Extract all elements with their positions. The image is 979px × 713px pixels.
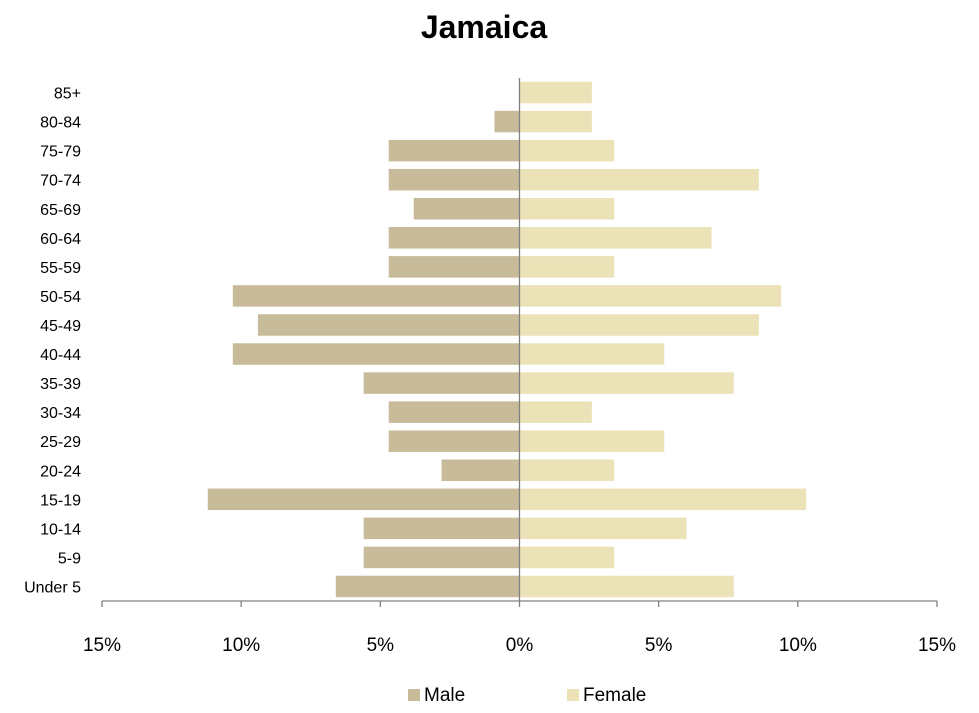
bar-female-85plus — [519, 81, 592, 104]
x-tick-label: 5% — [367, 635, 395, 656]
x-tick-label: 10% — [779, 635, 817, 656]
category-label: 5-9 — [58, 550, 81, 567]
category-label: 65-69 — [40, 202, 81, 219]
category-label: 30-34 — [40, 405, 81, 422]
legend-label-male: Male — [424, 685, 465, 706]
category-label: 55-59 — [40, 260, 81, 277]
legend-swatch-female — [567, 689, 579, 701]
bar-male-60-64 — [388, 227, 520, 249]
bar-female-20-24 — [519, 459, 615, 482]
bar-female-60-64 — [519, 227, 712, 249]
category-label: 45-49 — [40, 318, 81, 335]
bars-group — [207, 81, 807, 598]
bar-female-75-79 — [519, 139, 615, 162]
bar-male-40-44 — [232, 343, 520, 365]
axes-group — [101, 78, 938, 607]
bar-male-65-69 — [413, 197, 520, 220]
bar-female-70-74 — [519, 168, 759, 191]
bar-male-75-79 — [388, 139, 520, 162]
legend-label-female: Female — [583, 685, 646, 706]
category-label: 25-29 — [40, 434, 81, 451]
legend: Male Female — [408, 685, 646, 706]
bar-male-10-14 — [363, 517, 520, 540]
category-label: 60-64 — [40, 231, 81, 248]
bar-male-35-39 — [363, 372, 520, 394]
category-label: 20-24 — [40, 463, 81, 480]
bar-female-65-69 — [519, 197, 615, 220]
category-label: 10-14 — [40, 521, 81, 538]
bar-female-50-54 — [519, 285, 782, 307]
legend-swatch-male — [408, 689, 420, 701]
category-label: 35-39 — [40, 376, 81, 393]
category-label: Under 5 — [24, 579, 81, 596]
bar-male-80-84 — [494, 110, 520, 133]
category-label: 70-74 — [40, 173, 81, 190]
category-label: 15-19 — [40, 492, 81, 509]
category-label: 40-44 — [40, 347, 81, 364]
bar-female-25-29 — [519, 430, 665, 452]
bar-female-10-14 — [519, 517, 687, 540]
bar-female-35-39 — [519, 372, 734, 394]
bar-female-55-59 — [519, 256, 615, 278]
bar-male-5-9 — [363, 546, 520, 569]
x-tick-label: 0% — [506, 635, 534, 656]
bar-male-15-19 — [207, 488, 520, 511]
category-label: 85+ — [54, 86, 81, 103]
x-tick-label: 15% — [918, 635, 956, 656]
bar-male-under-5 — [335, 575, 520, 598]
bar-female-5-9 — [519, 546, 615, 569]
chart-title: Jamaica — [421, 9, 548, 45]
category-labels: 85+ 80-84 75-79 70-74 65-69 60-64 55-59 50-54 45… — [24, 86, 81, 597]
bar-male-70-74 — [388, 168, 520, 191]
bar-female-under-5 — [519, 575, 734, 598]
bar-female-30-34 — [519, 401, 592, 423]
bar-male-55-59 — [388, 256, 520, 278]
bar-male-45-49 — [257, 314, 520, 336]
bar-female-40-44 — [519, 343, 665, 365]
bar-female-45-49 — [519, 314, 759, 336]
x-tick-label: 10% — [222, 635, 260, 656]
x-tick-label: 15% — [83, 635, 121, 656]
x-tick-labels: 15% 10% 5% 0% 5% 10% 15% — [83, 635, 956, 656]
category-label: 50-54 — [40, 289, 81, 306]
bar-male-25-29 — [388, 430, 520, 452]
bar-male-30-34 — [388, 401, 520, 423]
x-tick-label: 5% — [645, 635, 673, 656]
bar-female-80-84 — [519, 110, 592, 133]
bar-male-20-24 — [441, 459, 520, 482]
category-label: 80-84 — [40, 115, 81, 132]
bar-male-50-54 — [232, 285, 520, 307]
bar-female-15-19 — [519, 488, 807, 511]
category-label: 75-79 — [40, 144, 81, 161]
